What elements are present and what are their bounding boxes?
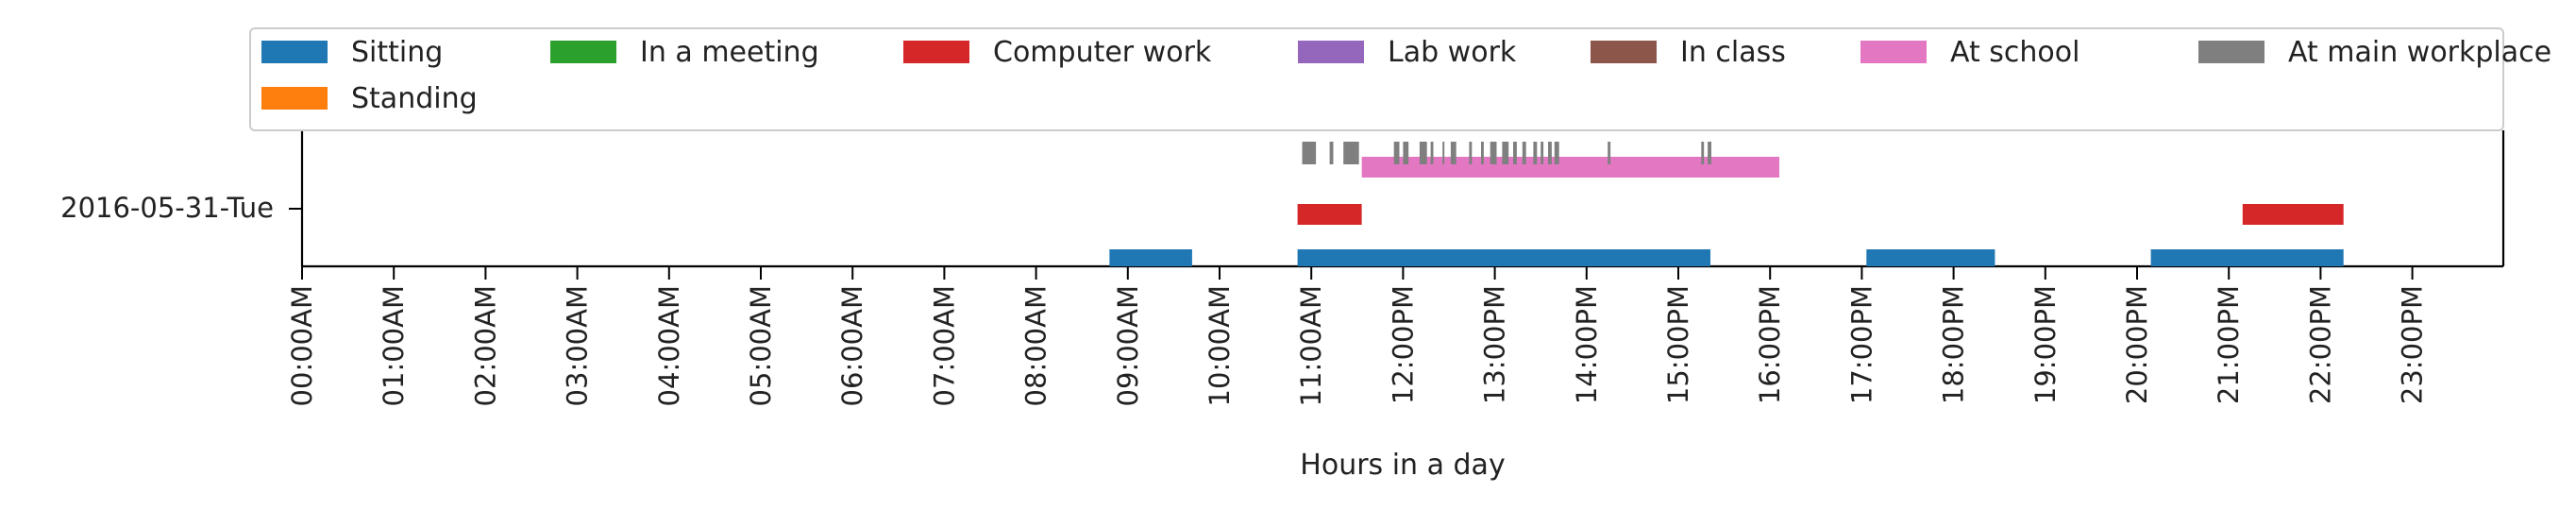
bar-sitting xyxy=(1109,249,1192,266)
x-tick-label: 20:00PM xyxy=(2121,285,2153,404)
bar-at-main-workplace xyxy=(1708,142,1711,164)
legend-swatch xyxy=(903,41,969,63)
legend-swatch xyxy=(1860,41,1927,63)
x-tick-label: 16:00PM xyxy=(1754,285,1786,404)
x-tick-label: 00:00AM xyxy=(286,285,318,406)
legend-label: Sitting xyxy=(351,36,443,69)
bar-at-main-workplace xyxy=(1533,142,1538,164)
legend-frame xyxy=(249,27,2504,131)
x-axis: 00:00AM 01:00AM 02:00AM 03:00AM 04:00AM 05:00… xyxy=(286,266,2429,406)
bar-sitting xyxy=(2150,249,2344,266)
legend-label: At main workplace xyxy=(2288,36,2551,69)
x-tick-label: 19:00PM xyxy=(2029,285,2062,404)
bar-at-main-workplace xyxy=(1554,142,1559,164)
bar-at-main-workplace xyxy=(1608,142,1611,164)
activity-bars xyxy=(1109,142,2344,266)
x-tick-label: 10:00AM xyxy=(1204,285,1236,406)
x-tick-label: 02:00AM xyxy=(469,285,501,406)
x-axis-title: Hours in a day xyxy=(1300,449,1505,482)
bar-at-main-workplace xyxy=(1469,142,1473,164)
legend-label: Standing xyxy=(351,82,478,115)
x-tick-label: 03:00AM xyxy=(562,285,594,406)
bar-at-main-workplace xyxy=(1513,142,1517,164)
x-tick-label: 18:00PM xyxy=(1938,285,1970,404)
bar-at-main-workplace xyxy=(1541,142,1544,164)
legend-label: At school xyxy=(1950,36,2079,69)
legend-swatch xyxy=(261,41,328,63)
bar-computer-work xyxy=(2242,204,2344,225)
bar-at-main-workplace xyxy=(1302,142,1317,164)
x-tick-label: 21:00PM xyxy=(2213,285,2245,404)
x-tick-label: 08:00AM xyxy=(1020,285,1052,406)
bar-at-main-workplace xyxy=(1502,142,1509,164)
x-tick-label: 12:00PM xyxy=(1387,285,1419,404)
bar-at-main-workplace xyxy=(1481,142,1484,164)
bar-sitting xyxy=(1866,249,1995,266)
bar-at-main-workplace xyxy=(1450,142,1456,164)
bar-at-main-workplace xyxy=(1403,142,1409,164)
row-label: 2016-05-31-Tue xyxy=(60,192,274,224)
bar-at-main-workplace xyxy=(1548,142,1552,164)
legend-swatch xyxy=(2198,41,2265,63)
x-tick-label: 04:00AM xyxy=(653,285,685,406)
bar-at-main-workplace xyxy=(1329,142,1334,164)
x-tick-label: 15:00PM xyxy=(1662,285,1694,404)
bar-at-main-workplace xyxy=(1701,142,1705,164)
bar-at-main-workplace xyxy=(1419,142,1427,164)
x-tick-label: 22:00PM xyxy=(2304,285,2336,404)
x-tick-label: 14:00PM xyxy=(1571,285,1603,404)
x-tick-label: 06:00AM xyxy=(836,285,868,406)
legend-swatch xyxy=(261,87,328,110)
bar-at-main-workplace xyxy=(1393,142,1400,164)
x-tick-label: 17:00PM xyxy=(1845,285,1877,404)
x-tick-label: 05:00AM xyxy=(745,285,777,406)
bar-at-main-workplace xyxy=(1522,142,1526,164)
legend-swatch xyxy=(1298,41,1364,63)
x-tick-label: 11:00AM xyxy=(1295,285,1327,406)
legend-swatch xyxy=(550,41,616,63)
bar-at-main-workplace xyxy=(1490,142,1497,164)
legend-label: In class xyxy=(1680,36,1786,69)
x-tick-label: 23:00PM xyxy=(2397,285,2429,404)
legend: Sitting In a meeting Computer work Lab work… xyxy=(249,27,2551,131)
legend-label: Lab work xyxy=(1388,36,1517,69)
x-tick-label: 13:00PM xyxy=(1479,285,1511,404)
bar-at-main-workplace xyxy=(1442,142,1445,164)
legend-label: In a meeting xyxy=(640,36,819,69)
legend-swatch xyxy=(1591,41,1657,63)
bar-sitting xyxy=(1297,249,1710,266)
x-tick-label: 07:00AM xyxy=(928,285,960,406)
x-tick-label: 09:00AM xyxy=(1112,285,1144,406)
legend-label: Computer work xyxy=(993,36,1212,69)
x-tick-label: 01:00AM xyxy=(378,285,410,406)
bar-at-school xyxy=(1361,157,1779,178)
bar-at-main-workplace xyxy=(1343,142,1359,164)
bar-computer-work xyxy=(1297,204,1362,225)
bar-at-main-workplace xyxy=(1430,142,1434,164)
